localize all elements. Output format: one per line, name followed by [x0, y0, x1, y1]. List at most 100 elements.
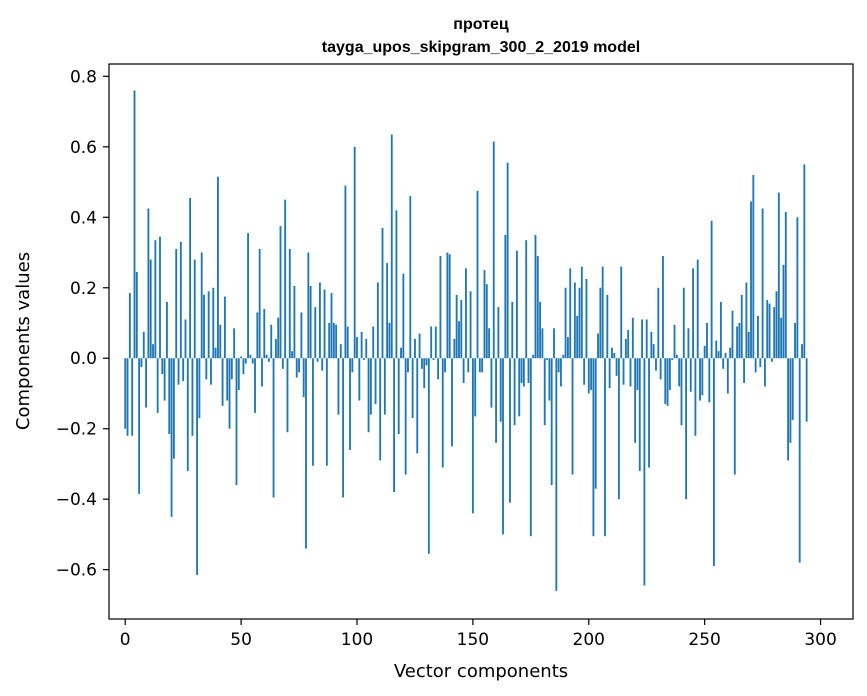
bar-84 [318, 282, 321, 359]
x-tick-label: 300 [804, 630, 836, 650]
bar-179 [539, 301, 542, 359]
bar-118 [397, 358, 400, 434]
bar-284 [782, 264, 785, 359]
bar-67 [279, 226, 282, 359]
bar-78 [305, 358, 307, 549]
bar-28 [189, 197, 192, 359]
bar-204 [597, 333, 599, 359]
bar-238 [675, 354, 678, 359]
bar-134 [434, 326, 437, 359]
bar-163 [502, 358, 504, 535]
bar-252 [708, 358, 711, 403]
bar-37 [210, 358, 212, 385]
bar-156 [485, 284, 488, 359]
bar-248 [699, 358, 701, 401]
bar-1 [126, 358, 129, 436]
bar-264 [736, 326, 739, 359]
bar-291 [798, 358, 801, 563]
bar-89 [330, 293, 333, 359]
bar-276 [764, 358, 766, 387]
bar-131 [427, 358, 430, 554]
bar-265 [738, 323, 741, 359]
bar-26 [184, 319, 187, 359]
bar-210 [611, 347, 613, 359]
bar-166 [509, 358, 511, 503]
bar-145 [460, 300, 463, 359]
plot-frame [108, 63, 854, 620]
x-tick-label: 150 [457, 630, 489, 650]
bar-222 [638, 358, 641, 471]
bar-54 [249, 354, 252, 359]
bar-168 [513, 358, 516, 426]
bar-73 [293, 286, 296, 359]
bar-15 [159, 236, 161, 359]
bar-228 [652, 344, 655, 359]
bar-75 [298, 358, 300, 373]
bar-275 [761, 208, 764, 359]
bar-181 [543, 358, 546, 426]
bar-40 [217, 176, 219, 359]
bar-173 [525, 240, 528, 359]
bar-186 [555, 358, 558, 591]
y-tick-label: 0.2 [70, 279, 97, 299]
bar-96 [346, 326, 349, 359]
bar-117 [395, 210, 398, 359]
bar-99 [353, 146, 356, 359]
bar-21 [172, 358, 175, 459]
bar-140 [448, 254, 451, 359]
bar-22 [175, 249, 178, 359]
bar-146 [462, 358, 465, 383]
bar-112 [383, 358, 386, 415]
bar-43 [223, 296, 226, 359]
bar-274 [759, 358, 762, 368]
bar-44 [226, 358, 229, 401]
bar-250 [703, 345, 706, 359]
bar-121 [404, 358, 407, 475]
bar-111 [381, 227, 384, 359]
y-axis-ticks: −0.6 −0.4 −0.2 0.0 0.2 0.4 0.6 0.8 [56, 67, 109, 581]
bar-18 [166, 301, 168, 359]
bar-251 [706, 323, 708, 359]
bar-14 [156, 358, 159, 413]
bar-143 [455, 294, 458, 359]
bar-87 [325, 358, 328, 466]
bar-0 [124, 358, 127, 429]
bar-278 [768, 303, 771, 359]
bar-79 [307, 252, 310, 359]
bar-36 [207, 291, 210, 359]
bar-271 [752, 175, 755, 359]
bar-211 [613, 352, 616, 359]
bar-196 [578, 287, 581, 359]
bar-184 [550, 358, 553, 486]
bar-52 [244, 358, 247, 364]
bar-154 [481, 358, 484, 373]
bar-258 [722, 358, 725, 369]
bar-58 [258, 249, 261, 359]
bar-108 [374, 358, 377, 405]
bar-289 [794, 323, 796, 359]
x-axis-label: Vector components [394, 661, 568, 682]
bar-125 [414, 338, 416, 359]
bar-142 [453, 338, 456, 359]
bar-32 [198, 358, 201, 419]
bar-69 [284, 199, 287, 359]
bar-133 [432, 358, 435, 360]
bar-190 [564, 287, 567, 359]
bar-10 [147, 208, 150, 359]
bar-19 [168, 358, 171, 434]
bar-126 [416, 358, 419, 454]
bar-220 [634, 358, 637, 443]
bar-71 [288, 249, 291, 359]
bar-171 [520, 358, 523, 383]
bar-124 [411, 358, 414, 419]
bar-139 [446, 252, 449, 359]
bar-257 [719, 301, 722, 359]
bar-254 [713, 358, 715, 567]
bar-187 [557, 358, 560, 373]
bar-76 [300, 312, 303, 359]
bar-198 [583, 358, 586, 385]
bar-55 [251, 358, 254, 364]
bar-23 [177, 358, 180, 385]
bar-236 [671, 358, 674, 360]
bar-80 [309, 286, 312, 359]
